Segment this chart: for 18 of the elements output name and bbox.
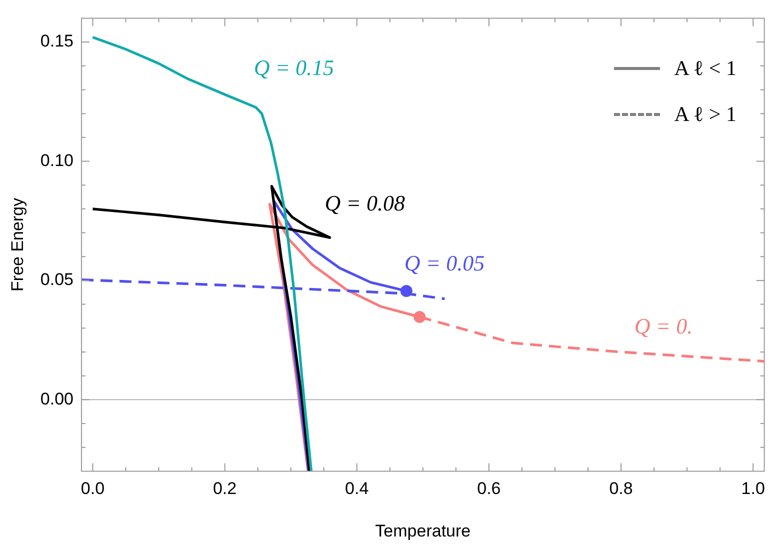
x-tick-label: 1.0: [741, 479, 765, 498]
series-label: Q = 0.15: [254, 55, 334, 80]
series-label: Q = 0.08: [324, 190, 406, 216]
x-tick-label: 0.8: [609, 479, 633, 498]
annotation: A ℓ > 1: [674, 102, 736, 128]
y-tick-label: 0.10: [40, 150, 74, 170]
series-label: Q = 0.05: [404, 250, 485, 276]
y-axis-title: Free Energy: [8, 197, 27, 292]
x-tick-label: 0.0: [80, 479, 105, 498]
y-tick-label: 0.00: [40, 389, 74, 408]
y-tick-label: 0.15: [40, 32, 74, 51]
x-tick-label: 0.4: [345, 479, 369, 498]
x-tick-label: 0.2: [212, 479, 237, 498]
x-tick-label: 0.6: [477, 479, 501, 498]
y-tick-label: 0.05: [40, 270, 74, 290]
annotation: A ℓ < 1: [674, 56, 736, 82]
x-axis-title: Temperature: [375, 521, 471, 540]
series-label: Q = 0.: [634, 313, 693, 338]
